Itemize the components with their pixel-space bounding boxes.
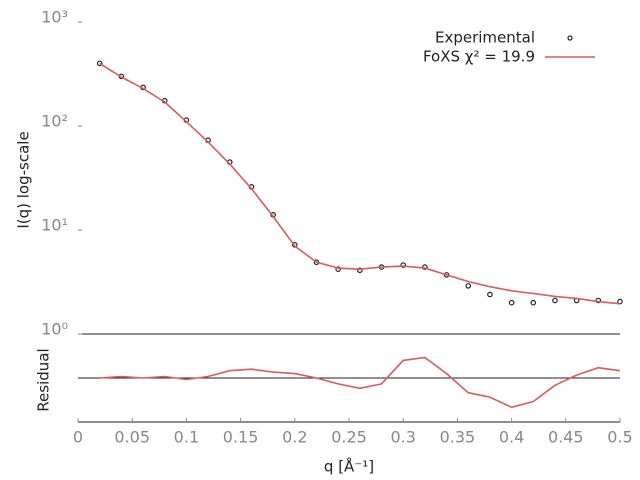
x-axis-label: q [Å⁻¹] xyxy=(324,457,374,476)
legend-label: Experimental xyxy=(435,29,535,47)
x-tick-label: 0.15 xyxy=(223,428,259,447)
residual-label: Residual xyxy=(35,348,53,411)
x-tick-label: 0.5 xyxy=(607,428,632,447)
x-tick-label: 0.2 xyxy=(282,428,307,447)
data-point xyxy=(465,283,472,289)
x-tick-label: 0.35 xyxy=(440,428,476,447)
y-tick-label: 10³ xyxy=(41,8,68,27)
series-line xyxy=(99,356,621,409)
y-tick-label: 10¹ xyxy=(41,216,68,235)
data-point xyxy=(400,262,407,268)
legend-marker xyxy=(567,35,573,41)
y-tick-label: 10⁰ xyxy=(41,320,68,339)
data-point xyxy=(508,299,515,306)
data-point xyxy=(552,297,558,304)
x-tick-label: 0.3 xyxy=(390,428,415,447)
x-tick-label: 0.05 xyxy=(114,428,150,447)
data-point xyxy=(422,264,428,270)
data-point xyxy=(487,291,493,298)
x-tick-label: 0.4 xyxy=(499,428,524,447)
x-tick-label: 0.25 xyxy=(331,428,367,447)
y-axis-label: I(q) log-scale xyxy=(15,131,33,228)
data-point xyxy=(96,60,103,67)
series-line xyxy=(99,62,621,305)
y-tick-label: 10² xyxy=(41,112,68,131)
data-point xyxy=(357,267,363,274)
legend-label: FoXS χ² = 19.9 xyxy=(423,48,535,66)
data-point xyxy=(530,299,537,306)
x-tick-label: 0.45 xyxy=(548,428,584,447)
x-tick-label: 0 xyxy=(73,428,83,447)
data-point xyxy=(335,266,341,272)
x-tick-label: 0.1 xyxy=(174,428,199,447)
